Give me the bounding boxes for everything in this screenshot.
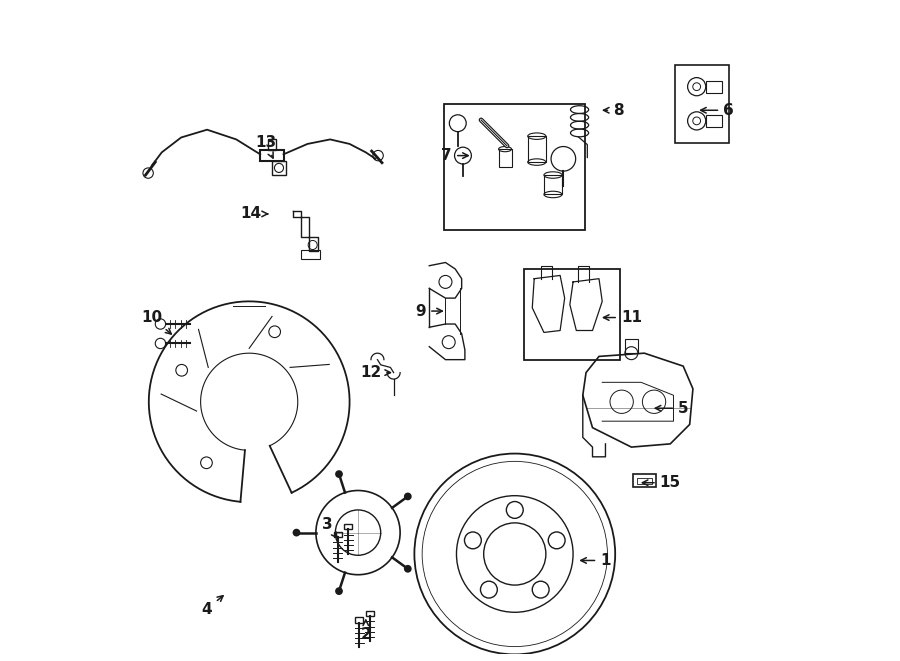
Bar — [633, 475, 656, 487]
Bar — [706, 81, 722, 93]
Bar — [675, 65, 728, 143]
Text: 9: 9 — [416, 303, 442, 319]
Bar — [345, 524, 352, 529]
Text: 5: 5 — [655, 401, 688, 416]
Circle shape — [292, 529, 301, 537]
Bar — [499, 149, 511, 167]
Bar — [444, 104, 585, 230]
Bar — [706, 115, 722, 127]
Bar — [365, 611, 374, 616]
Bar — [525, 269, 620, 360]
Text: 11: 11 — [604, 310, 642, 325]
Text: 2: 2 — [360, 620, 371, 642]
Text: 14: 14 — [240, 206, 267, 221]
Text: 6: 6 — [700, 102, 734, 118]
Bar — [268, 139, 275, 151]
Bar — [527, 136, 546, 162]
Circle shape — [335, 587, 343, 595]
Text: 3: 3 — [321, 518, 338, 537]
Text: 12: 12 — [360, 365, 391, 380]
Circle shape — [404, 492, 411, 500]
Bar — [260, 151, 284, 161]
Bar — [625, 339, 638, 353]
Text: 1: 1 — [580, 553, 611, 568]
Bar — [334, 532, 342, 537]
Circle shape — [335, 470, 343, 478]
Bar — [636, 477, 652, 484]
Bar — [272, 161, 286, 175]
Text: 7: 7 — [441, 148, 468, 163]
Bar — [356, 617, 364, 623]
Text: 8: 8 — [604, 102, 624, 118]
Text: 4: 4 — [202, 596, 223, 617]
Circle shape — [404, 565, 411, 572]
Bar — [544, 175, 562, 194]
Text: 10: 10 — [141, 310, 171, 334]
Text: 13: 13 — [255, 135, 276, 158]
Text: 15: 15 — [643, 475, 680, 490]
Bar — [301, 249, 320, 259]
